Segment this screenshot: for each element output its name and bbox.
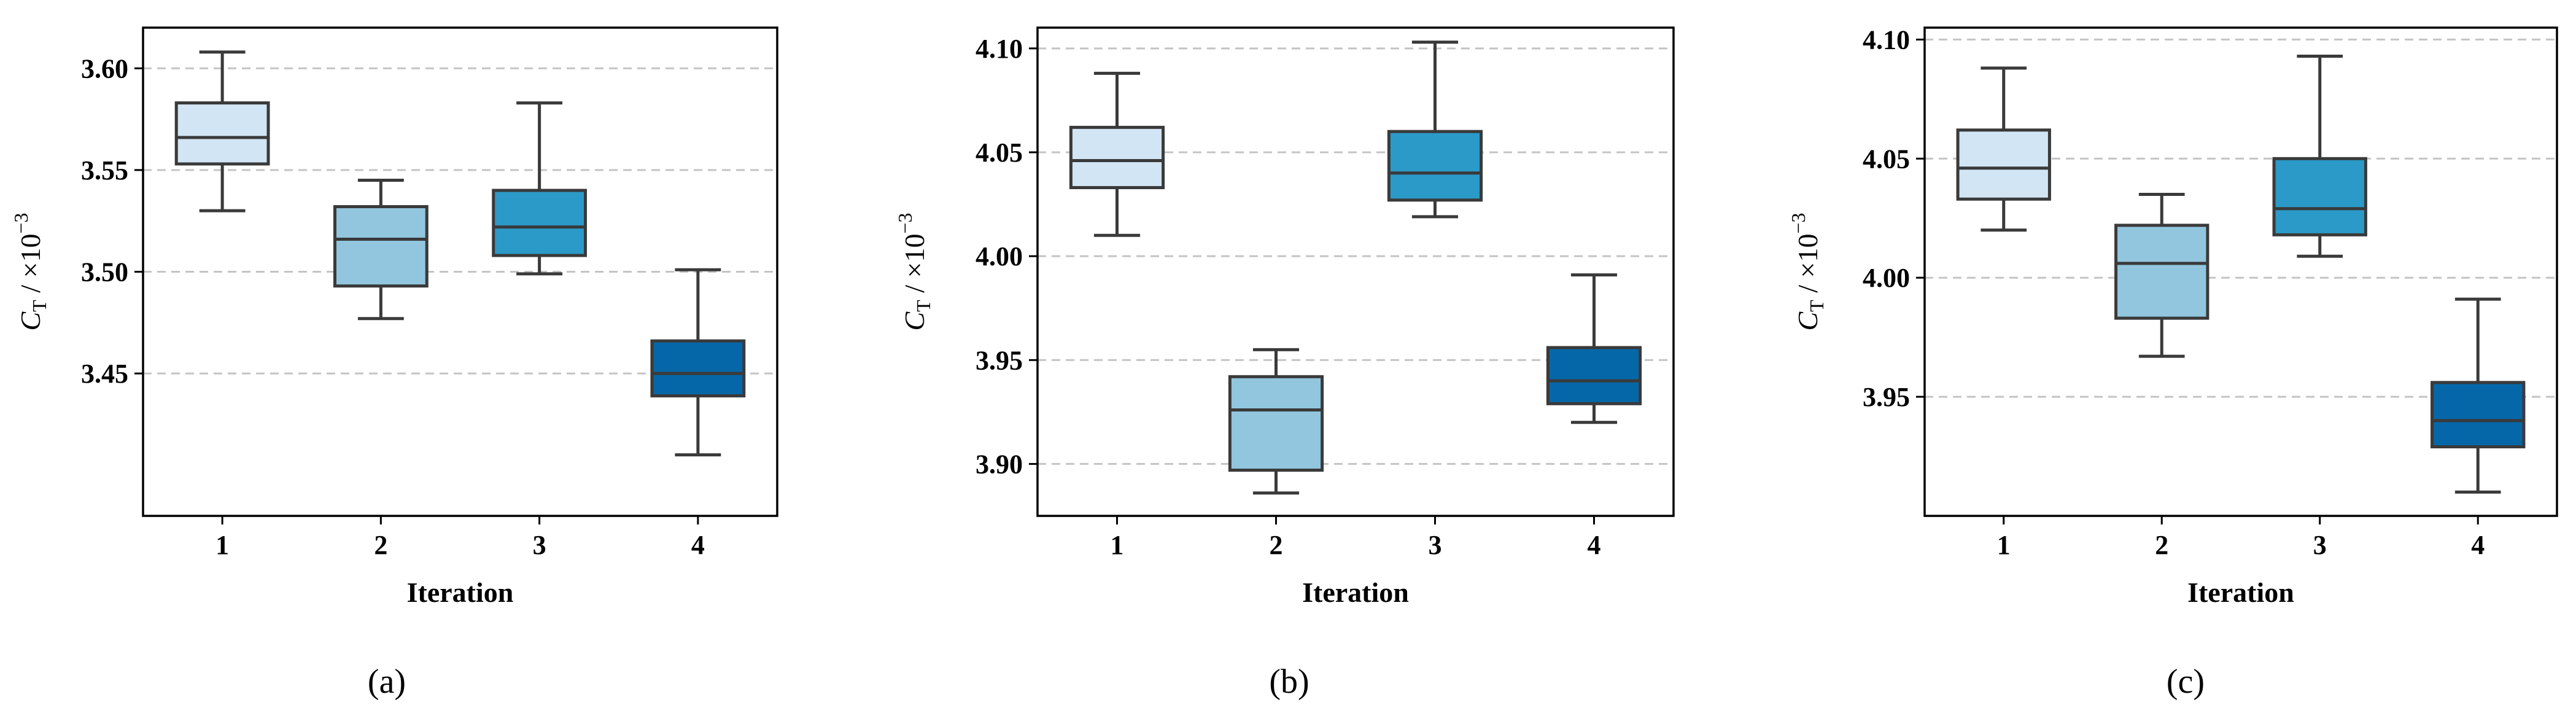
ytick-label-0: 3.90 bbox=[976, 449, 1023, 479]
box-4 bbox=[2431, 297, 2526, 494]
box-body bbox=[1069, 125, 1165, 189]
chart-panel-2: 3.90 3.95 4.00 4.05 4.10 1 2 3 4 Iteration CT / ×1… bbox=[894, 26, 1675, 701]
box-2 bbox=[2114, 192, 2209, 358]
ytick-label-2: 4.05 bbox=[1863, 144, 1910, 174]
box-3 bbox=[2272, 55, 2367, 258]
panel-label: (a) bbox=[368, 663, 406, 701]
ytick-label-3: 4.10 bbox=[1863, 25, 1910, 55]
ylabel-exponent: −3 bbox=[894, 212, 916, 233]
ytick-label-1: 4.00 bbox=[1863, 263, 1910, 293]
ytick-label-1: 3.95 bbox=[976, 345, 1023, 375]
xtick-label-1: 2 bbox=[1270, 530, 1283, 560]
xtick-label-0: 1 bbox=[1111, 530, 1124, 560]
box-body bbox=[492, 189, 588, 257]
ylabel-symbol: C bbox=[1792, 311, 1823, 331]
box-body bbox=[333, 205, 429, 288]
box-body bbox=[2272, 157, 2367, 236]
ylabel-symbol: C bbox=[15, 311, 46, 331]
ylabel-unit: / ×10 bbox=[899, 234, 930, 300]
ytick-label-0: 3.95 bbox=[1863, 382, 1910, 412]
y-axis-title: CT / ×10−3 bbox=[894, 212, 934, 330]
box-body bbox=[2431, 381, 2526, 449]
panel-label: (c) bbox=[2167, 663, 2205, 701]
axes-frame bbox=[142, 26, 778, 517]
ylabel-exponent: −3 bbox=[10, 212, 32, 233]
ylabel-subscript: T bbox=[1806, 300, 1828, 312]
box-3 bbox=[492, 101, 588, 276]
xtick-label-1: 2 bbox=[374, 530, 387, 560]
ytick-label-2: 4.00 bbox=[976, 241, 1023, 271]
box-2 bbox=[333, 178, 429, 321]
box-body bbox=[1956, 128, 2051, 201]
box-body bbox=[650, 339, 746, 398]
xtick-label-0: 1 bbox=[1997, 530, 2011, 560]
box-body bbox=[2114, 224, 2209, 320]
ytick-label-0: 3.45 bbox=[81, 359, 128, 389]
ylabel-unit: / ×10 bbox=[1792, 234, 1823, 300]
box-1 bbox=[174, 50, 270, 212]
ytick-label-3: 3.60 bbox=[81, 53, 128, 84]
xtick-label-3: 4 bbox=[2471, 530, 2485, 560]
ytick-label-2: 3.55 bbox=[81, 155, 128, 185]
ytick-label-1: 3.50 bbox=[81, 257, 128, 287]
box-1 bbox=[1956, 66, 2051, 232]
ylabel-subscript: T bbox=[28, 300, 50, 312]
axes-frame bbox=[1036, 26, 1675, 517]
ylabel-unit: / ×10 bbox=[15, 234, 46, 300]
box-4 bbox=[650, 268, 746, 457]
box-body bbox=[1228, 375, 1324, 472]
ylabel-exponent: −3 bbox=[1787, 212, 1809, 233]
box-2 bbox=[1228, 348, 1324, 495]
ylabel-subscript: T bbox=[912, 300, 934, 312]
xtick-label-2: 3 bbox=[2313, 530, 2327, 560]
x-axis-title: Iteration bbox=[1302, 577, 1409, 608]
box-1 bbox=[1069, 71, 1165, 237]
xtick-label-3: 4 bbox=[1588, 530, 1601, 560]
chart-panel-3: 3.95 4.00 4.05 4.10 1 2 3 4 Iteration CT / ×10−3 (… bbox=[1787, 25, 2558, 701]
xtick-label-2: 3 bbox=[533, 530, 546, 560]
box-3 bbox=[1387, 41, 1483, 219]
xtick-label-1: 2 bbox=[2155, 530, 2168, 560]
ytick-label-4: 4.10 bbox=[976, 34, 1023, 64]
xtick-label-3: 4 bbox=[691, 530, 705, 560]
x-axis-title: Iteration bbox=[407, 577, 514, 608]
box-body bbox=[1546, 346, 1642, 405]
axes-frame bbox=[1923, 26, 2558, 517]
box-body bbox=[174, 101, 270, 166]
xtick-label-0: 1 bbox=[215, 530, 229, 560]
xtick-label-2: 3 bbox=[1429, 530, 1442, 560]
y-axis-title: CT / ×10−3 bbox=[1787, 212, 1828, 330]
ytick-label-3: 4.05 bbox=[976, 138, 1023, 168]
ylabel-symbol: C bbox=[899, 311, 930, 331]
panel-label: (b) bbox=[1269, 663, 1309, 701]
box-body bbox=[1387, 130, 1483, 202]
x-axis-title: Iteration bbox=[2187, 577, 2294, 608]
y-axis-title: CT / ×10−3 bbox=[10, 212, 50, 330]
chart-panel-1: 3.45 3.50 3.55 3.60 1 2 3 4 Iteration CT / ×10−3 (… bbox=[10, 26, 778, 701]
box-4 bbox=[1546, 273, 1642, 424]
